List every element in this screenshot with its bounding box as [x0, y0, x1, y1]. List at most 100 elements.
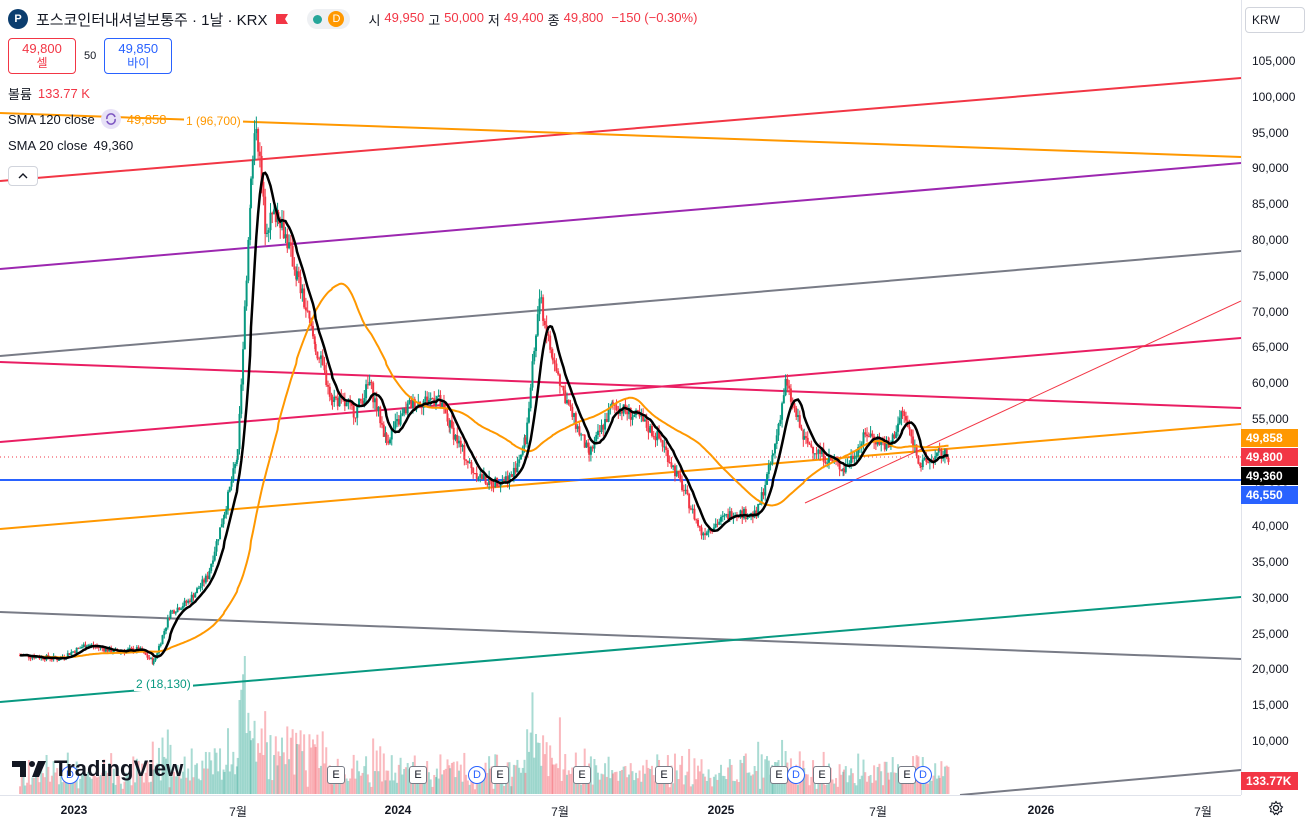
candle-body: [850, 455, 853, 464]
volume-bar: [397, 764, 400, 794]
volume-bar: [611, 770, 614, 794]
flag-icon[interactable]: [275, 13, 289, 25]
dividend-event-badge[interactable]: D: [61, 766, 79, 784]
volume-bar: [249, 730, 252, 794]
earnings-event-badge[interactable]: E: [898, 766, 916, 784]
volume-bar: [230, 764, 233, 794]
candle-body: [288, 242, 291, 249]
trendline-pink-up[interactable]: [0, 337, 1241, 443]
volume-bar: [79, 778, 82, 794]
volume-bar: [366, 774, 369, 794]
dividend-event-badge[interactable]: D: [468, 766, 486, 784]
volume-bar: [123, 781, 126, 794]
chart-settings-button[interactable]: [1266, 798, 1286, 818]
candle-body: [536, 314, 539, 336]
volume-bar: [488, 768, 491, 794]
trendline-teal[interactable]: [0, 596, 1241, 703]
volume-bar: [258, 752, 261, 794]
volume-bar: [585, 776, 588, 794]
candle-body: [208, 570, 211, 580]
time-label-2026: 2026: [1027, 803, 1055, 817]
trendline-orange-up[interactable]: [0, 423, 1241, 530]
sma20-indicator-legend[interactable]: SMA 20 close 49,360: [8, 132, 697, 158]
time-axis[interactable]: [0, 795, 1241, 825]
volume-bar: [531, 692, 534, 794]
volume-bar: [711, 786, 714, 794]
symbol-title[interactable]: 포스코인터내셔널보통주 · 1날 · KRX: [36, 11, 268, 29]
trendline-red-top[interactable]: [0, 77, 1241, 182]
candle-body: [547, 334, 550, 336]
candle-body: [188, 600, 191, 603]
buy-button[interactable]: 49,850 바이: [104, 38, 173, 74]
sell-price: 49,800: [22, 41, 62, 56]
candle-body: [265, 232, 268, 234]
candle-body: [514, 467, 517, 473]
candle-body: [308, 310, 311, 319]
volume-bar: [677, 779, 680, 794]
earnings-event-badge[interactable]: E: [491, 766, 509, 784]
candle-body: [895, 431, 898, 439]
volume-bar: [134, 782, 137, 794]
trendline-thin-red[interactable]: [804, 300, 1241, 504]
candle-body: [264, 196, 267, 234]
trendline-gray-upper[interactable]: [0, 250, 1241, 357]
volume-bar: [569, 773, 572, 794]
volume-bar: [885, 761, 888, 794]
candle-body: [718, 521, 721, 525]
tradingview-logo[interactable]: TradingView: [12, 756, 183, 782]
earnings-event-badge[interactable]: E: [655, 766, 673, 784]
volume-bar: [454, 777, 457, 794]
price-axis[interactable]: [1241, 0, 1309, 795]
volume-bar: [709, 777, 712, 794]
volume-bar: [748, 772, 751, 794]
volume-bar: [512, 764, 515, 794]
trendline-purple[interactable]: [0, 162, 1241, 270]
candle-body: [146, 654, 149, 658]
volume-bar: [555, 763, 558, 794]
volume-bar: [576, 776, 579, 794]
candle-body: [925, 457, 928, 462]
candle-body: [211, 560, 214, 564]
price-tick-label: 100,000: [1252, 89, 1296, 104]
earnings-event-badge[interactable]: E: [770, 766, 788, 784]
volume-bar: [581, 779, 584, 794]
candle-body: [271, 212, 274, 215]
volume-bar: [492, 788, 495, 794]
volume-bar: [878, 763, 881, 794]
volume-indicator-legend[interactable]: 볼륨 133.77 K: [8, 80, 697, 106]
candle-body: [712, 527, 715, 532]
trendline-gray-bottom[interactable]: [959, 769, 1241, 795]
candle-body: [289, 242, 292, 246]
sma20-line[interactable]: [19, 171, 949, 660]
candle-body: [782, 395, 785, 404]
trendline-gray-lower[interactable]: [0, 611, 1241, 660]
volume-bar: [187, 768, 190, 794]
dividend-event-badge[interactable]: D: [787, 766, 805, 784]
trendline-pink-down[interactable]: [0, 361, 1241, 409]
volume-bar: [640, 781, 643, 794]
sma120-line[interactable]: [19, 282, 949, 659]
candle-body: [29, 657, 32, 659]
collapse-legend-button[interactable]: [8, 166, 38, 186]
earnings-event-badge[interactable]: E: [327, 766, 345, 784]
candle-body: [291, 245, 294, 267]
sma120-indicator-legend[interactable]: SMA 120 close 49,858: [8, 106, 697, 132]
candle-body: [217, 539, 220, 542]
candle-body: [148, 657, 151, 659]
volume-bar: [820, 776, 823, 794]
volume-bar: [721, 775, 724, 794]
volume-bar: [178, 775, 181, 794]
sell-button[interactable]: 49,800 셀: [8, 38, 76, 74]
candle-body: [350, 402, 353, 406]
candle-body: [565, 400, 568, 404]
dividend-event-badge[interactable]: D: [914, 766, 932, 784]
currency-selector[interactable]: KRW: [1245, 7, 1305, 33]
price-tick-label: 90,000: [1252, 161, 1289, 176]
earnings-event-badge[interactable]: E: [409, 766, 427, 784]
volume-bar: [87, 771, 90, 794]
earnings-event-badge[interactable]: E: [813, 766, 831, 784]
earnings-event-badge[interactable]: E: [573, 766, 591, 784]
market-status-pill[interactable]: D: [307, 9, 351, 29]
volume-bar: [130, 785, 133, 794]
volume-bar: [587, 774, 590, 794]
